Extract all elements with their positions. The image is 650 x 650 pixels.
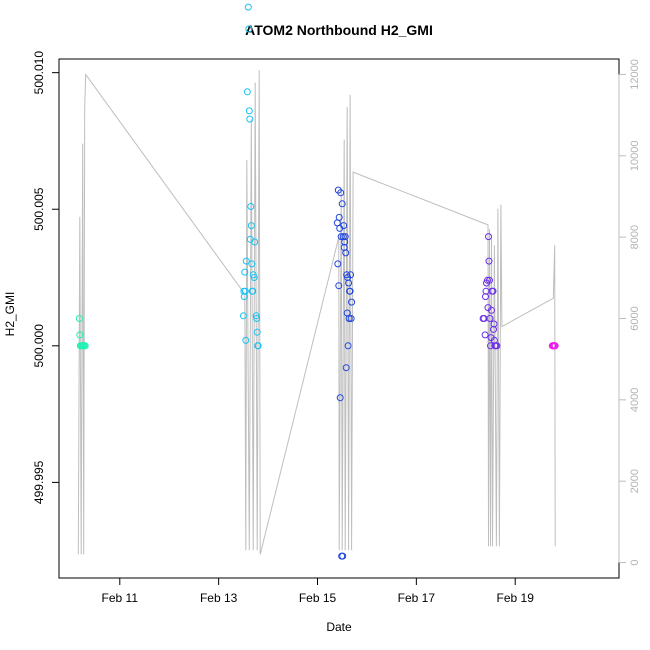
data-point xyxy=(242,336,250,344)
data-point xyxy=(338,200,346,208)
right-tick-label: 4000 xyxy=(629,388,641,412)
data-point xyxy=(335,282,343,290)
data-point xyxy=(241,287,249,295)
data-point xyxy=(335,213,343,221)
data-point xyxy=(346,287,354,295)
series-3 xyxy=(479,233,501,350)
axes: Feb 11 Feb 13 Feb 15 Feb 17 Feb 19 499.995 500… xyxy=(32,51,641,605)
data-point xyxy=(490,320,498,328)
data-point xyxy=(244,3,252,11)
x-tick-label: Feb 11 xyxy=(102,591,139,605)
data-point xyxy=(489,287,497,295)
y-tick-label: 500.005 xyxy=(32,187,46,231)
data-point xyxy=(339,552,347,560)
data-point xyxy=(337,189,345,197)
right-tick-label: 10000 xyxy=(629,141,641,172)
data-point xyxy=(76,331,84,339)
data-points xyxy=(75,3,559,560)
right-tick-label: 12000 xyxy=(629,59,641,90)
y-tick-label: 499.995 xyxy=(32,460,46,504)
right-tick-label: 8000 xyxy=(629,225,641,249)
data-point xyxy=(341,238,349,246)
data-point xyxy=(484,276,491,284)
data-point xyxy=(345,279,353,287)
series-1 xyxy=(239,3,262,350)
x-tick-label: Feb 15 xyxy=(299,591,337,605)
data-point xyxy=(81,342,89,350)
data-point xyxy=(347,315,355,322)
data-point xyxy=(247,222,255,230)
data-point xyxy=(254,342,262,350)
data-point xyxy=(344,342,352,350)
right-tick-label: 0 xyxy=(629,559,641,565)
data-point xyxy=(341,233,349,241)
right-tick-label: 2000 xyxy=(629,469,641,493)
data-point xyxy=(253,315,261,322)
data-point xyxy=(251,238,259,246)
data-point xyxy=(488,306,495,314)
data-point xyxy=(486,276,493,284)
series-4 xyxy=(548,342,559,350)
data-point xyxy=(250,274,258,281)
data-point xyxy=(249,287,257,295)
data-point xyxy=(337,233,345,241)
data-point xyxy=(245,25,253,33)
y-tick-label: 500.010 xyxy=(32,51,46,95)
line-series xyxy=(77,70,556,555)
data-point xyxy=(347,271,355,279)
data-point xyxy=(248,260,256,268)
y-axis-label: H2_GMI xyxy=(3,292,17,337)
data-point xyxy=(342,364,350,372)
data-point xyxy=(239,312,247,320)
data-point xyxy=(481,331,489,339)
data-point xyxy=(242,257,250,265)
data-point xyxy=(551,342,559,350)
x-tick-label: Feb 17 xyxy=(398,591,436,605)
data-point xyxy=(252,312,260,320)
data-point xyxy=(247,203,255,210)
data-point xyxy=(336,394,344,402)
data-point xyxy=(75,315,83,322)
data-point xyxy=(345,315,353,322)
x-tick-label: Feb 13 xyxy=(200,591,238,605)
data-point xyxy=(490,325,497,333)
data-point xyxy=(246,115,254,123)
data-point xyxy=(485,233,492,241)
data-point xyxy=(253,328,261,336)
activity-line xyxy=(77,70,556,555)
data-point xyxy=(493,342,501,350)
y-tick-label: 500.000 xyxy=(32,324,46,368)
data-point xyxy=(334,260,342,268)
data-point xyxy=(245,107,253,115)
series-2 xyxy=(333,186,356,560)
series-0 xyxy=(75,315,89,350)
x-axis-label: Date xyxy=(326,620,352,634)
data-point xyxy=(486,315,494,322)
chart-title: ATOM2 Northbound H2_GMI xyxy=(245,22,433,38)
data-point xyxy=(243,88,251,96)
x-tick-label: Feb 19 xyxy=(497,591,535,605)
data-point xyxy=(482,293,489,301)
right-tick-label: 6000 xyxy=(629,306,641,330)
data-point xyxy=(348,298,356,306)
data-point xyxy=(340,222,348,230)
data-point xyxy=(241,268,249,276)
data-point xyxy=(485,257,493,265)
data-point xyxy=(342,249,350,257)
